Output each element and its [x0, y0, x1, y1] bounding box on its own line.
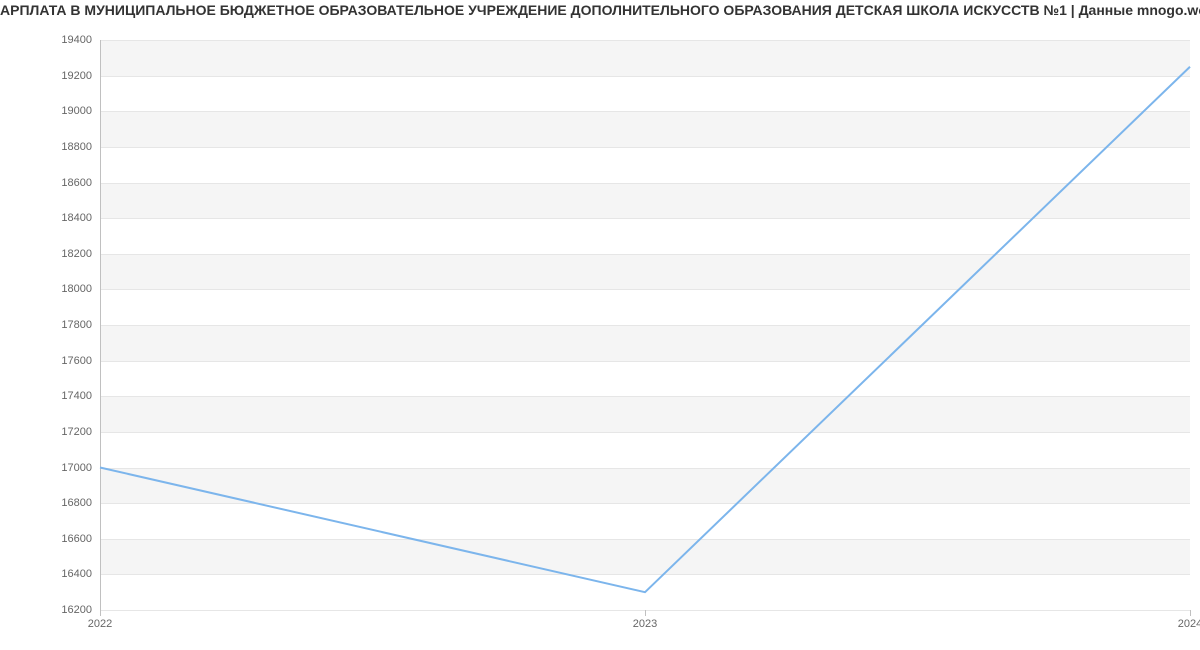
y-tick-label: 18800: [61, 141, 92, 153]
y-tick-label: 19000: [61, 105, 92, 117]
y-tick-label: 16200: [61, 604, 92, 616]
y-tick-label: 17800: [61, 319, 92, 331]
x-tick-mark: [1190, 610, 1191, 616]
x-tick-label: 2022: [88, 618, 112, 630]
y-tick-label: 17600: [61, 355, 92, 367]
x-tick-mark: [645, 610, 646, 616]
chart-container: АРПЛАТА В МУНИЦИПАЛЬНОЕ БЮДЖЕТНОЕ ОБРАЗО…: [0, 0, 1200, 650]
y-tick-label: 18000: [61, 283, 92, 295]
x-tick-label: 2023: [633, 618, 657, 630]
chart-title: АРПЛАТА В МУНИЦИПАЛЬНОЕ БЮДЖЕТНОЕ ОБРАЗО…: [0, 2, 1200, 18]
plot-area: 1620016400166001680017000172001740017600…: [100, 40, 1190, 610]
y-tick-label: 17200: [61, 426, 92, 438]
y-tick-label: 19200: [61, 70, 92, 82]
y-tick-label: 19400: [61, 34, 92, 46]
y-tick-label: 18600: [61, 177, 92, 189]
x-tick-mark: [100, 610, 101, 616]
y-tick-label: 18200: [61, 248, 92, 260]
y-tick-label: 16800: [61, 497, 92, 509]
y-tick-label: 18400: [61, 212, 92, 224]
series-line-salary: [100, 67, 1190, 592]
y-tick-label: 17400: [61, 390, 92, 402]
line-layer: [100, 40, 1190, 610]
y-tick-label: 16600: [61, 533, 92, 545]
x-tick-label: 2024: [1178, 618, 1200, 630]
y-tick-label: 17000: [61, 462, 92, 474]
y-tick-label: 16400: [61, 568, 92, 580]
